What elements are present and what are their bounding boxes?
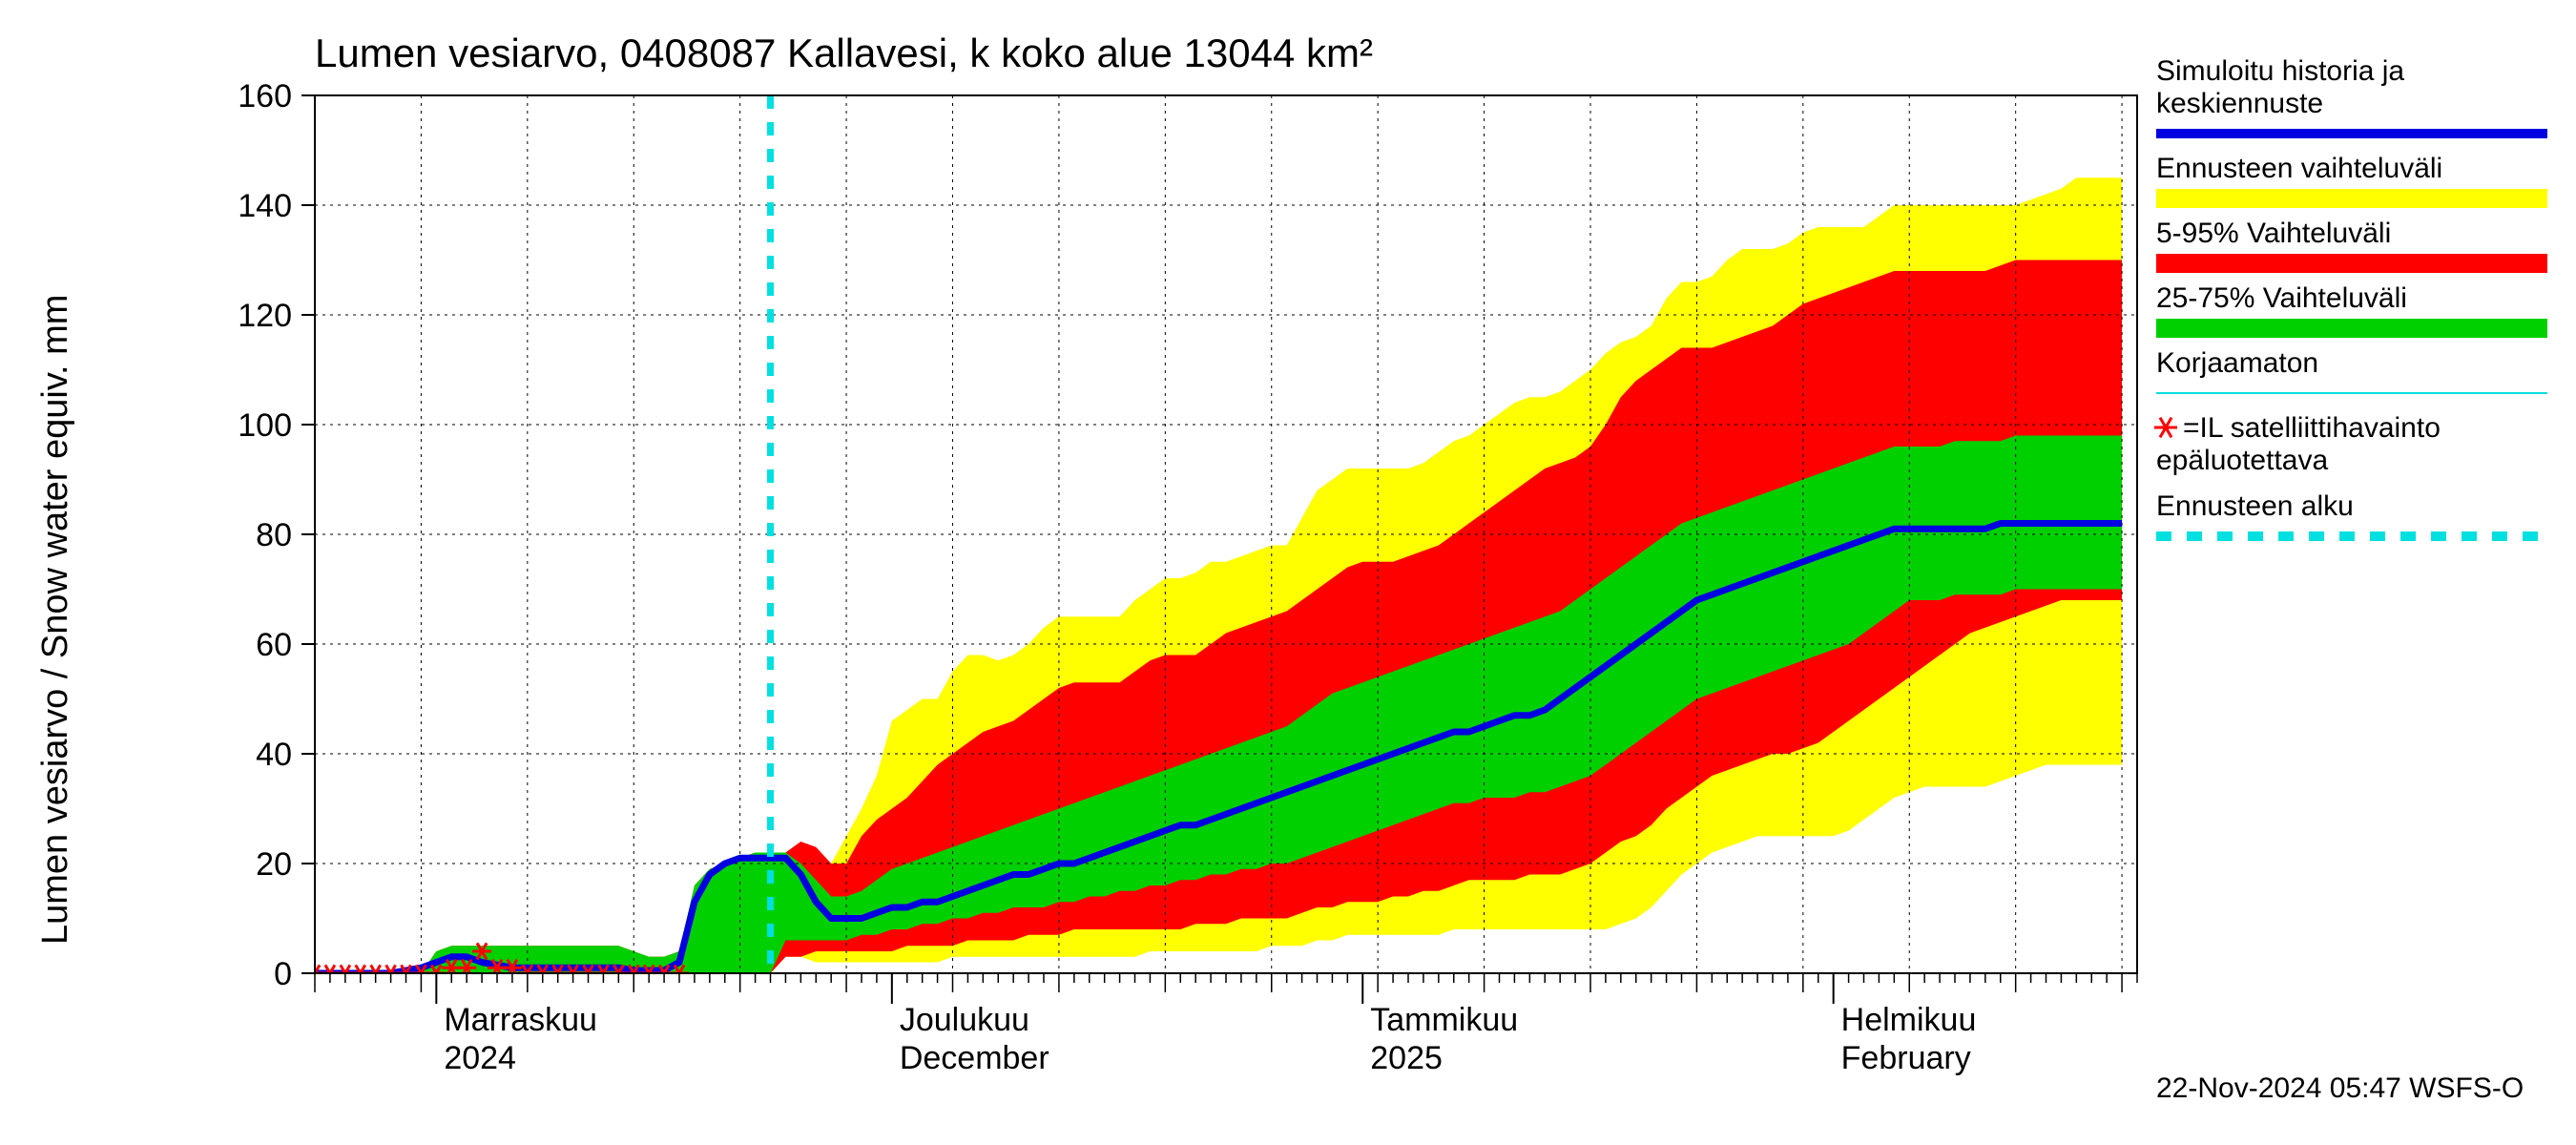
x-month-label-bottom: February <box>1841 1040 1971 1076</box>
y-axis-label: Lumen vesiarvo / Snow water equiv. mm <box>35 295 75 945</box>
y-tick-label: 0 <box>274 956 292 992</box>
chart-svg: Lumen vesiarvo, 0408087 Kallavesi, k kok… <box>0 0 2576 1145</box>
legend-label: =IL satelliittihavainto <box>2183 412 2441 444</box>
legend-label: 5-95% Vaihteluväli <box>2156 218 2391 249</box>
x-month-label-top: Joulukuu <box>900 1002 1029 1038</box>
legend-label: Ennusteen alku <box>2156 490 2354 522</box>
y-tick-label: 100 <box>238 407 292 444</box>
legend-label: Korjaamaton <box>2156 347 2318 379</box>
y-tick-label: 40 <box>256 737 292 773</box>
legend-swatch-band <box>2156 319 2547 338</box>
legend-label: Simuloitu historia ja <box>2156 55 2404 87</box>
y-tick-label: 140 <box>238 188 292 224</box>
chart-container: Lumen vesiarvo, 0408087 Kallavesi, k kok… <box>0 0 2576 1145</box>
x-month-label-bottom: 2024 <box>444 1040 516 1076</box>
legend-swatch-band <box>2156 254 2547 273</box>
legend-label: epäluotettava <box>2156 445 2328 476</box>
legend-label: 25-75% Vaihteluväli <box>2156 282 2407 314</box>
y-tick-label: 20 <box>256 846 292 883</box>
x-month-label-top: Tammikuu <box>1370 1002 1518 1038</box>
x-month-label-bottom: December <box>900 1040 1049 1076</box>
x-month-label-bottom: 2025 <box>1370 1040 1443 1076</box>
y-tick-label: 80 <box>256 517 292 553</box>
x-month-label-top: Marraskuu <box>444 1002 597 1038</box>
legend-label: Ennusteen vaihteluväli <box>2156 153 2442 184</box>
legend-label: keskiennuste <box>2156 88 2323 119</box>
x-month-label-top: Helmikuu <box>1841 1002 1977 1038</box>
y-tick-label: 60 <box>256 627 292 663</box>
y-tick-label: 160 <box>238 78 292 114</box>
chart-title: Lumen vesiarvo, 0408087 Kallavesi, k kok… <box>315 31 1373 75</box>
legend-swatch-band <box>2156 189 2547 208</box>
chart-footer: 22-Nov-2024 05:47 WSFS-O <box>2156 1072 2524 1104</box>
y-tick-label: 120 <box>238 298 292 334</box>
